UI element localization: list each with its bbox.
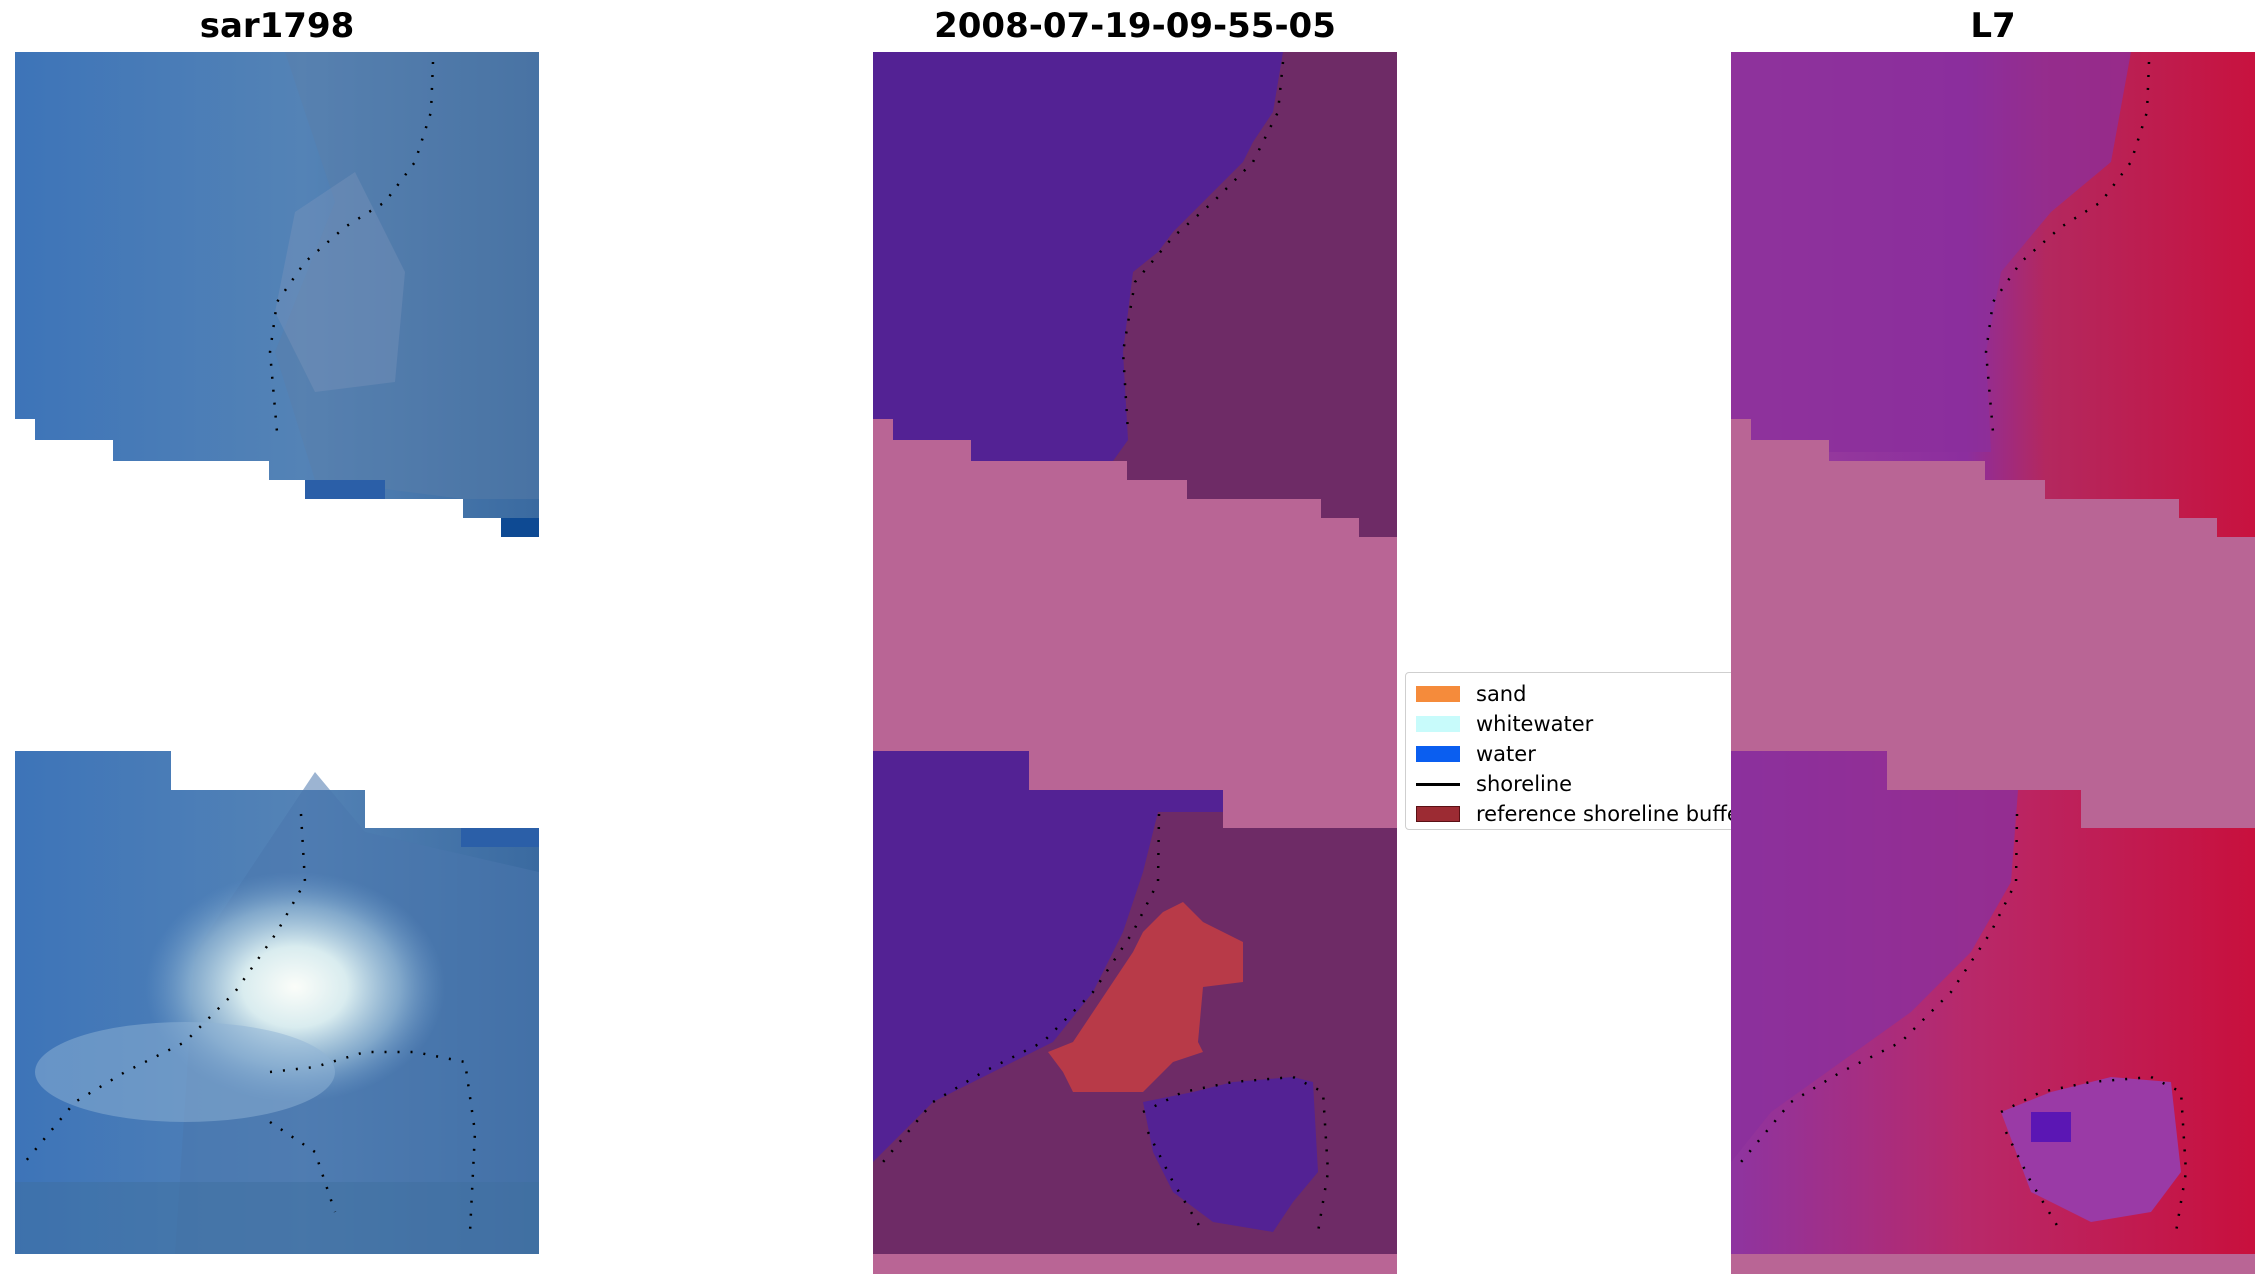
legend-item-shoreline: shoreline <box>1416 769 1572 799</box>
index-image <box>1731 52 2255 1274</box>
panel-title-rgb: sar1798 <box>199 6 355 46</box>
classified-image-panel <box>873 52 1397 1274</box>
legend-item-buffer: reference shoreline buffer <box>1416 799 1748 829</box>
panel-title-classified: 2008-07-19-09-55-05 <box>934 6 1336 46</box>
legend-label: water <box>1476 742 1536 766</box>
panel-title-index: L7 <box>1970 6 2016 46</box>
water-swatch <box>1416 746 1460 762</box>
rgb-image-panel <box>15 52 539 1274</box>
shoreline-dots-rgb <box>24 61 477 1233</box>
legend-label: sand <box>1476 682 1527 706</box>
legend-label: shoreline <box>1476 772 1573 796</box>
legend-item-whitewater: whitewater <box>1416 709 1593 739</box>
legend: sand whitewater water shoreline referenc… <box>1405 672 1757 830</box>
whitewater-swatch <box>1416 716 1460 732</box>
classified-image <box>873 52 1397 1274</box>
legend-label: whitewater <box>1476 712 1594 736</box>
legend-item-water: water <box>1416 739 1536 769</box>
index-image-panel <box>1731 52 2255 1274</box>
legend-label: reference shoreline buffer <box>1476 802 1749 826</box>
sand-swatch <box>1416 686 1460 702</box>
buffer-swatch <box>1416 806 1460 822</box>
shoreline-line-icon <box>1416 782 1460 786</box>
legend-item-sand: sand <box>1416 679 1526 709</box>
rgb-image <box>15 52 539 1254</box>
